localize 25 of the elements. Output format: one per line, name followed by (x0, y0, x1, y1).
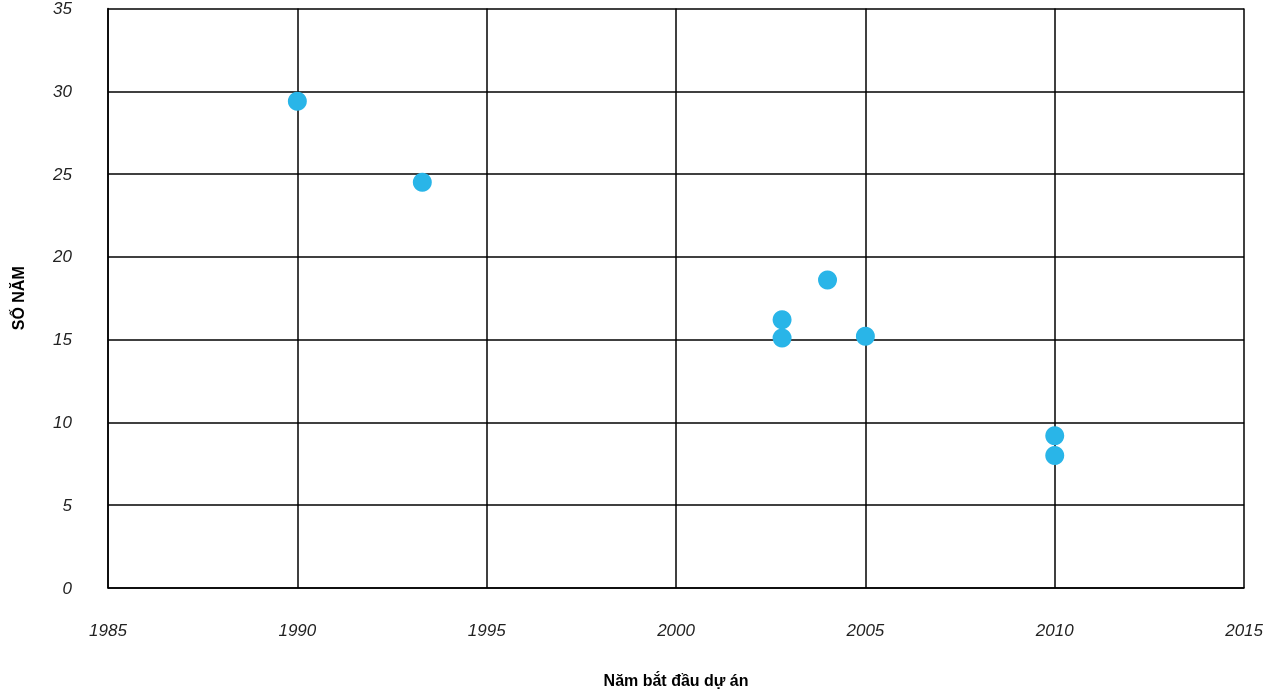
x-axis-title: Năm bắt đầu dự án (603, 670, 749, 689)
x-tick-label: 2015 (1224, 621, 1264, 640)
y-tick-label: 30 (53, 81, 73, 101)
point (287, 91, 307, 111)
x-tick-label: 2000 (656, 621, 696, 640)
point (772, 310, 792, 330)
point (1045, 426, 1065, 446)
y-tick-label: 20 (52, 247, 73, 267)
x-tick-label: 1985 (89, 621, 128, 640)
y-tick-label: 5 (62, 495, 73, 515)
y-tick-label: 0 (62, 578, 73, 598)
x-tick-label: 1995 (467, 621, 507, 640)
point (772, 328, 792, 348)
x-tick-label: 2010 (1034, 621, 1075, 640)
y-tick-label: 35 (53, 0, 73, 18)
x-tick-label: 1990 (278, 621, 317, 640)
y-tick-label: 15 (53, 330, 73, 350)
point (412, 172, 432, 192)
x-tick-label: 2005 (845, 621, 885, 640)
y-tick-label: 25 (52, 164, 73, 184)
y-tick-label: 10 (53, 412, 73, 432)
point (818, 270, 838, 290)
point (1045, 446, 1065, 466)
point (855, 326, 875, 346)
y-axis-title: SỐ NĂM (7, 266, 27, 331)
